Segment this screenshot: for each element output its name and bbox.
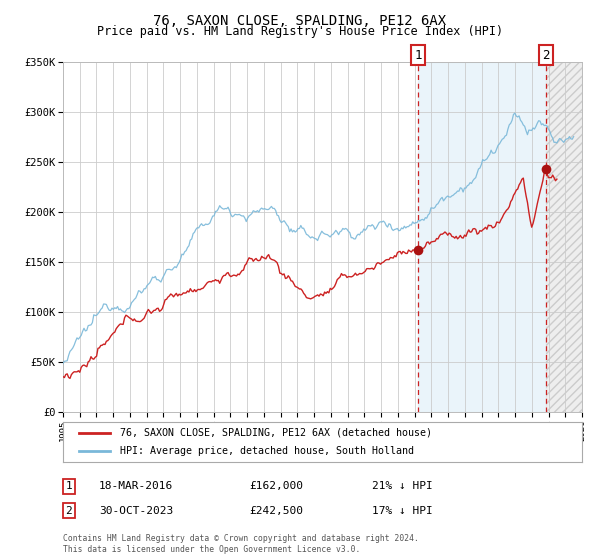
Text: 30-OCT-2023: 30-OCT-2023 — [99, 506, 173, 516]
Text: 17% ↓ HPI: 17% ↓ HPI — [372, 506, 433, 516]
Text: 2: 2 — [542, 49, 550, 62]
Text: 18-MAR-2016: 18-MAR-2016 — [99, 481, 173, 491]
Bar — [418, 62, 545, 412]
Text: Price paid vs. HM Land Registry's House Price Index (HPI): Price paid vs. HM Land Registry's House … — [97, 25, 503, 38]
Text: 21% ↓ HPI: 21% ↓ HPI — [372, 481, 433, 491]
Text: 1: 1 — [415, 49, 422, 62]
Text: 76, SAXON CLOSE, SPALDING, PE12 6AX (detached house): 76, SAXON CLOSE, SPALDING, PE12 6AX (det… — [120, 428, 432, 438]
Text: This data is licensed under the Open Government Licence v3.0.: This data is licensed under the Open Gov… — [63, 545, 361, 554]
Text: Contains HM Land Registry data © Crown copyright and database right 2024.: Contains HM Land Registry data © Crown c… — [63, 534, 419, 543]
Text: 2: 2 — [65, 506, 73, 516]
Text: £162,000: £162,000 — [249, 481, 303, 491]
Bar — [545, 62, 582, 412]
Text: 76, SAXON CLOSE, SPALDING, PE12 6AX: 76, SAXON CLOSE, SPALDING, PE12 6AX — [154, 14, 446, 28]
Text: HPI: Average price, detached house, South Holland: HPI: Average price, detached house, Sout… — [120, 446, 414, 456]
Text: £242,500: £242,500 — [249, 506, 303, 516]
Bar — [545, 62, 582, 412]
Text: 1: 1 — [65, 481, 73, 491]
